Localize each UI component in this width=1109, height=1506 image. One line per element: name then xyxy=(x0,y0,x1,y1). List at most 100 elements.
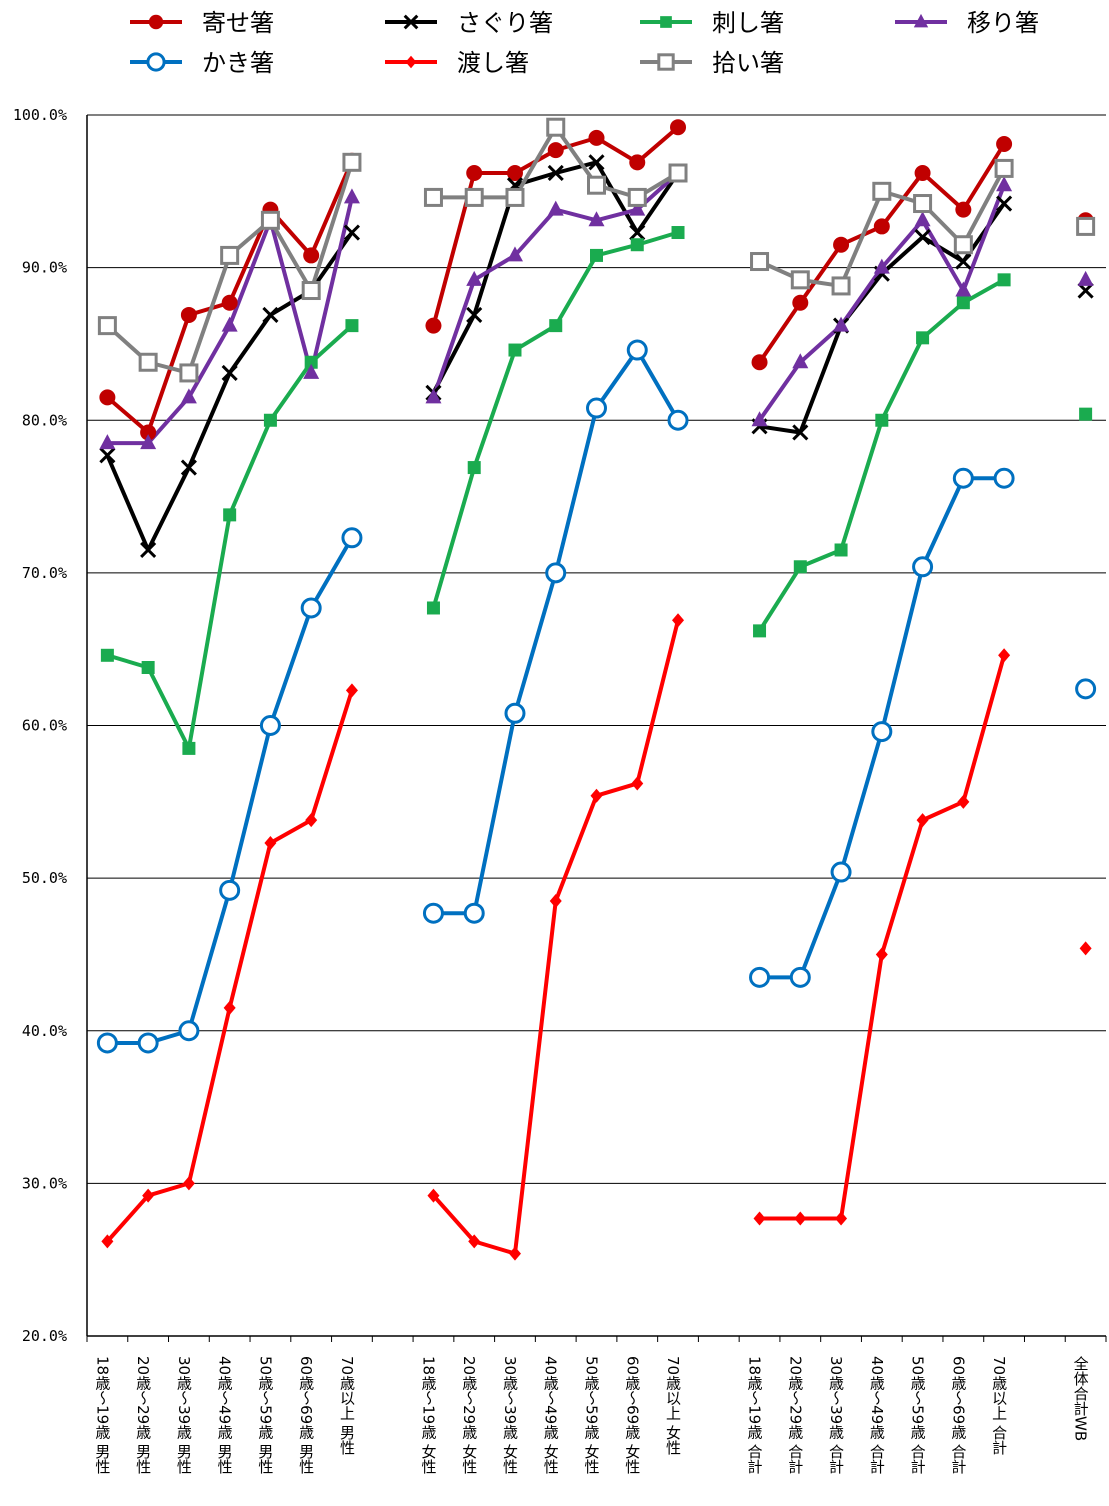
data-point xyxy=(301,281,321,301)
x-tick-label: 18歳～19歳 女性 xyxy=(419,1356,437,1474)
x-tick-label: 30歳～39歳 女性 xyxy=(501,1356,519,1474)
x-tick-label: 50歳～59歳 男性 xyxy=(256,1356,274,1474)
data-point xyxy=(955,201,972,218)
legend-item: 寄せ箸 xyxy=(130,9,274,37)
data-point xyxy=(549,894,562,909)
data-point xyxy=(831,276,851,296)
series-line xyxy=(105,689,354,1243)
legend-marker xyxy=(657,53,675,71)
legend-item: 拾い箸 xyxy=(640,49,784,77)
data-point xyxy=(142,1188,155,1203)
data-point xyxy=(341,527,363,549)
data-point xyxy=(588,129,605,146)
data-point xyxy=(749,966,771,988)
data-point xyxy=(1079,941,1092,956)
data-point xyxy=(996,135,1013,152)
data-point xyxy=(547,200,564,216)
x-tick-label: 20歳～29歳 女性 xyxy=(460,1356,478,1474)
data-point xyxy=(668,163,688,183)
x-tick-label: 20歳～29歳 男性 xyxy=(134,1356,152,1474)
data-point xyxy=(223,1000,236,1015)
legend-marker xyxy=(405,55,417,69)
data-point xyxy=(182,741,196,755)
data-point xyxy=(504,702,526,724)
data-point xyxy=(262,306,279,323)
data-point xyxy=(221,316,238,332)
data-point xyxy=(953,235,973,255)
data-point xyxy=(916,331,930,345)
legend-label: かき箸 xyxy=(202,49,274,77)
data-point xyxy=(464,187,484,207)
data-point xyxy=(506,246,523,262)
data-point xyxy=(343,188,360,204)
data-point xyxy=(304,355,318,369)
x-tick-label: 30歳～39歳 男性 xyxy=(175,1356,193,1474)
x-tick-label: 20歳～29歳 合計 xyxy=(786,1356,804,1474)
x-tick-label: 60歳～69歳 合計 xyxy=(949,1356,967,1474)
data-point xyxy=(792,294,809,311)
data-point xyxy=(998,648,1011,663)
data-point xyxy=(506,164,523,181)
y-tick-label: 90.0% xyxy=(22,259,67,277)
data-point xyxy=(957,794,970,809)
data-point xyxy=(750,252,770,272)
data-point xyxy=(1077,282,1094,299)
x-tick-label: 30歳～39歳 合計 xyxy=(827,1356,845,1474)
x-tick-labels: 18歳～19歳 男性 20歳～29歳 男性 30歳～39歳 男性 40歳～49歳 男性… xyxy=(93,1355,1089,1474)
data-point xyxy=(914,229,931,246)
data-point xyxy=(630,238,644,252)
y-tick-label: 70.0% xyxy=(22,564,67,582)
data-point xyxy=(300,597,322,619)
data-point xyxy=(1079,407,1093,421)
data-point xyxy=(219,879,241,901)
data-point xyxy=(141,661,155,675)
data-point xyxy=(997,273,1011,287)
data-point xyxy=(873,258,890,274)
legend-label: 拾い箸 xyxy=(712,49,784,77)
x-tick-label: 40歳～49歳 女性 xyxy=(542,1356,560,1474)
data-point xyxy=(751,411,768,427)
data-point xyxy=(753,1211,766,1226)
data-point xyxy=(466,270,483,286)
data-point xyxy=(996,195,1013,212)
x-tick-label: 18歳～19歳 合計 xyxy=(746,1356,764,1474)
legend-item: さぐり箸 xyxy=(385,9,553,37)
data-point xyxy=(955,253,972,270)
legend-label: さぐり箸 xyxy=(457,9,553,37)
data-point xyxy=(140,434,157,450)
y-tick-label: 80.0% xyxy=(22,411,67,429)
data-point xyxy=(629,200,646,216)
data-point xyxy=(588,211,605,227)
data-point xyxy=(834,543,848,557)
axes xyxy=(86,115,1107,1342)
data-point xyxy=(1077,270,1094,286)
data-point xyxy=(425,317,442,334)
data-point xyxy=(586,397,607,419)
data-point xyxy=(140,541,157,559)
data-point xyxy=(833,316,850,332)
data-point xyxy=(670,119,687,136)
y-tick-label: 50.0% xyxy=(22,869,67,887)
legend-label: 刺し箸 xyxy=(712,9,784,37)
legend-label: 渡し箸 xyxy=(457,49,529,77)
data-point xyxy=(671,226,685,240)
data-point xyxy=(99,447,116,464)
legend-label: 寄せ箸 xyxy=(202,9,274,37)
data-point xyxy=(751,354,768,371)
data-point xyxy=(179,363,199,383)
data-point xyxy=(180,306,197,323)
series-line xyxy=(757,278,1006,632)
legend-marker xyxy=(660,16,672,28)
data-point xyxy=(180,459,197,476)
data-point xyxy=(303,363,320,379)
data-point xyxy=(833,236,850,253)
data-point xyxy=(342,152,362,172)
y-tick-labels: 20.0% 30.0% 40.0% 50.0% 60.0% 70.0% 80.0% 90.0%… xyxy=(13,106,67,1345)
data-point xyxy=(996,176,1013,192)
data-point xyxy=(425,388,442,404)
data-point xyxy=(872,181,892,201)
data-point xyxy=(303,247,320,264)
data-point xyxy=(993,467,1015,489)
data-point xyxy=(667,409,689,431)
data-point xyxy=(790,270,810,290)
